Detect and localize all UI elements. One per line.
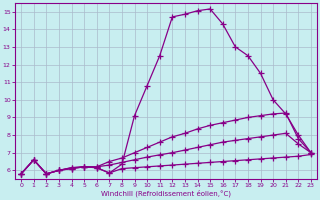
X-axis label: Windchill (Refroidissement éolien,°C): Windchill (Refroidissement éolien,°C) [101, 190, 231, 197]
